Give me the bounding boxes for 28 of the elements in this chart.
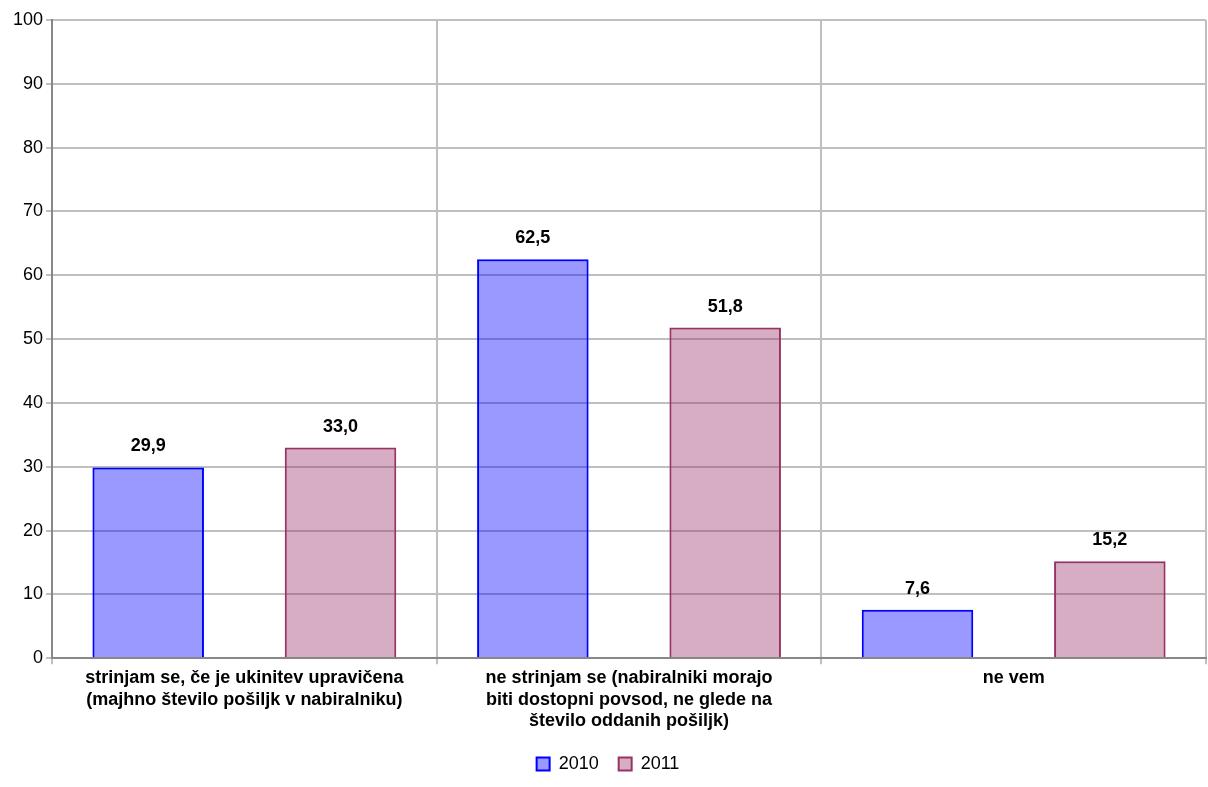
bar: [669, 327, 781, 658]
y-tick-label: 80: [23, 136, 44, 157]
bar: [1054, 561, 1166, 658]
legend-label: 2011: [640, 752, 680, 773]
x-tick-label: ne strinjam se (nabiralniki morajo biti dostopni povsod, ne glede na število oddanih pošiljk): [485, 666, 773, 731]
data-label: 33,0: [323, 415, 359, 436]
bar: [284, 447, 397, 658]
y-tick-label: 70: [23, 200, 44, 221]
bar: [92, 467, 204, 658]
legend-label: 2010: [558, 752, 599, 773]
y-tick-label: 10: [23, 583, 44, 604]
y-tick-label: 100: [12, 8, 44, 29]
y-tick-label: 50: [23, 328, 44, 349]
y-tick-label: 60: [23, 264, 44, 285]
x-tick-label: ne vem: [982, 666, 1045, 687]
data-label: 15,2: [1092, 529, 1128, 550]
data-label: 51,8: [707, 295, 743, 316]
data-label: 7,6: [904, 577, 931, 598]
data-label: 29,9: [130, 435, 166, 456]
bar: [861, 609, 974, 658]
y-tick-label: 20: [23, 519, 44, 540]
y-tick-label: 40: [23, 391, 44, 412]
x-tick-label: strinjam se, če je ukinitev upravičena (majhno število pošiljk v nabiralniku): [85, 666, 405, 709]
y-tick-label: 90: [23, 72, 44, 93]
data-label: 62,5: [515, 227, 551, 248]
bar: [477, 259, 589, 658]
y-tick-label: 30: [23, 455, 44, 476]
y-tick-label: 0: [33, 647, 44, 668]
